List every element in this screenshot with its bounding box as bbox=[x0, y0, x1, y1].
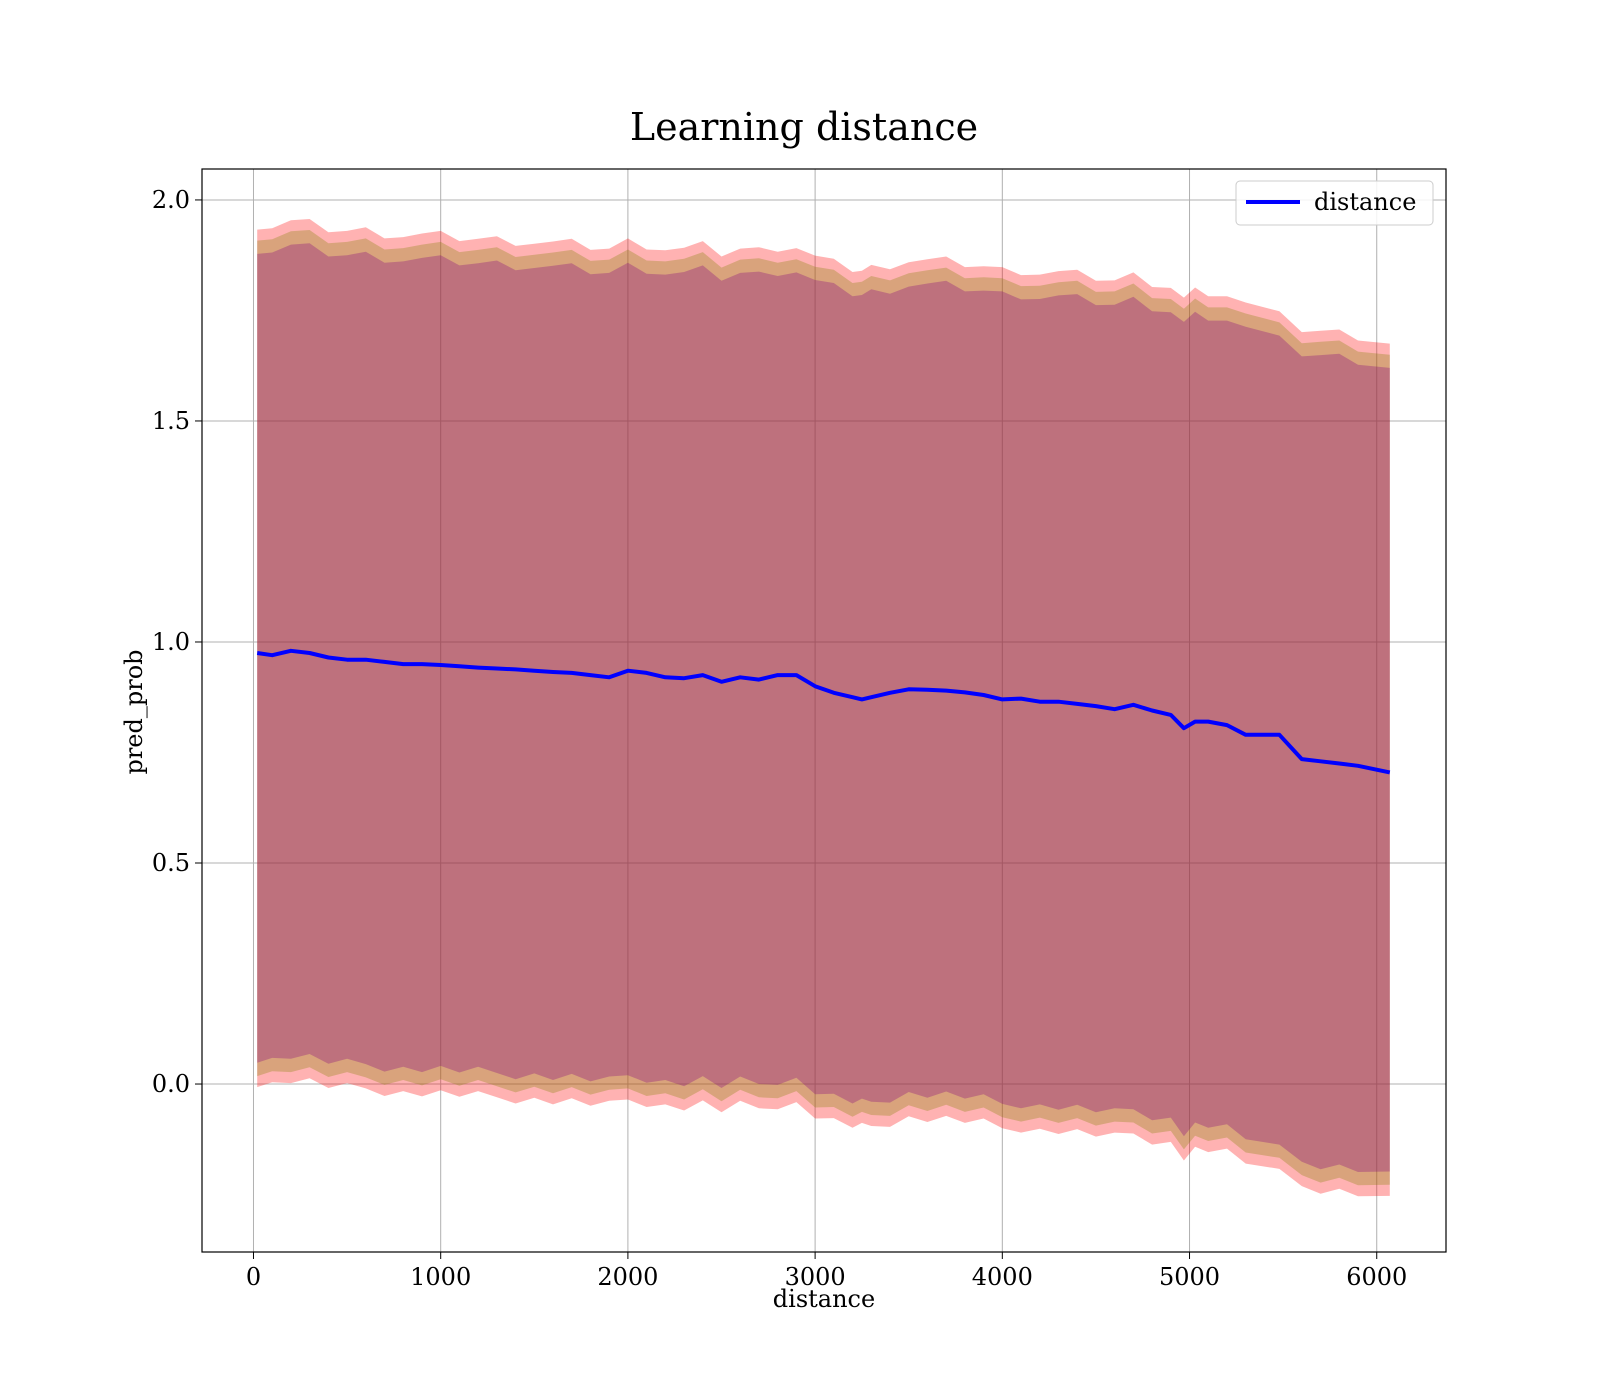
chart-title: Learning distance bbox=[630, 105, 978, 149]
y-axis-label: pred_prob bbox=[120, 649, 148, 774]
y-tick-label: 0.5 bbox=[152, 849, 190, 877]
series-line-distance bbox=[256, 648, 1391, 775]
y-tick-label: 2.0 bbox=[152, 186, 190, 214]
x-tick-label: 6000 bbox=[1346, 1263, 1407, 1291]
x-tick-label: 0 bbox=[246, 1263, 261, 1291]
x-tick-label: 2000 bbox=[597, 1263, 658, 1291]
x-tick-label: 1000 bbox=[410, 1263, 471, 1291]
band-middle bbox=[257, 230, 1390, 1186]
x-tick-label: 5000 bbox=[1159, 1263, 1220, 1291]
band-outer bbox=[257, 219, 1390, 1197]
legend-box bbox=[1235, 180, 1434, 226]
legend-label-distance: distance bbox=[1314, 188, 1416, 216]
x-tick-label: 4000 bbox=[972, 1263, 1033, 1291]
plot-frame bbox=[201, 168, 1447, 1253]
legend: distance bbox=[1235, 180, 1434, 226]
y-tick-label: 0.0 bbox=[152, 1070, 190, 1098]
x-axis-label: distance bbox=[773, 1285, 875, 1313]
y-tick-label: 1.5 bbox=[152, 407, 190, 435]
band-inner bbox=[257, 243, 1390, 1173]
y-tick-label: 1.0 bbox=[152, 628, 190, 656]
plot-area: 0 1000 2000 3000 4000 5000 6000 0.0 0.5 1.0 1.5 2.0… bbox=[152, 168, 1447, 1291]
x-tick-label: 3000 bbox=[785, 1263, 846, 1291]
